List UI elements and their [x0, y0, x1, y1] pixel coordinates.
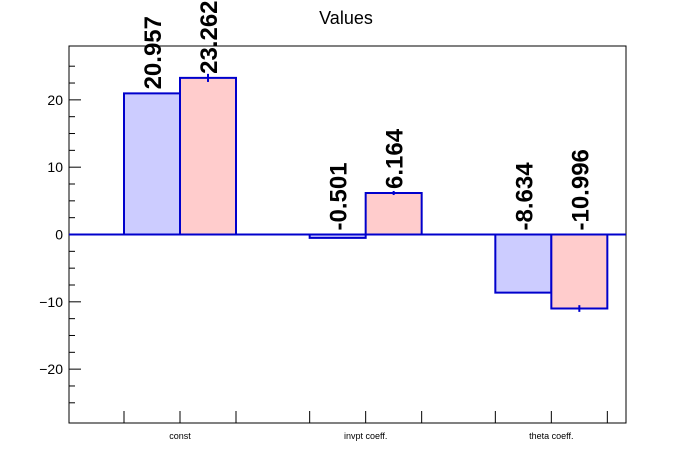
y-tick-label: 0 — [55, 227, 63, 243]
x-category-label: theta coeff. — [529, 431, 573, 441]
bar — [365, 193, 422, 235]
data-label: -8.634 — [511, 162, 538, 231]
x-category-label: invpt coeff. — [344, 431, 387, 441]
data-label: 6.164 — [382, 128, 409, 189]
chart-title: Values — [319, 8, 373, 28]
bar — [180, 77, 236, 235]
bar — [124, 93, 180, 235]
y-tick-label: −20 — [39, 361, 63, 377]
x-category-label: const — [169, 431, 191, 441]
y-tick-label: −10 — [39, 294, 63, 310]
data-label: 23.262 — [196, 0, 223, 73]
data-label: -0.501 — [326, 162, 353, 230]
bar — [495, 234, 552, 293]
y-tick-label: 10 — [47, 159, 63, 175]
data-label: 20.957 — [140, 16, 167, 89]
plot-area: −20 −10 0 10 20 const invpt coeff. theta coeff.… — [39, 0, 627, 441]
bar — [309, 234, 366, 238]
bar-outline — [308, 234, 367, 239]
y-tick-label: 20 — [47, 92, 63, 108]
bar — [551, 234, 608, 309]
data-label: -10.996 — [567, 149, 594, 230]
